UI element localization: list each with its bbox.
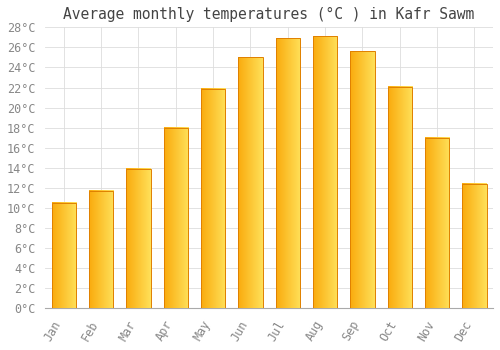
Bar: [126, 169, 150, 308]
Bar: [313, 36, 337, 308]
Bar: [425, 138, 449, 308]
Title: Average monthly temperatures (°C ) in Kafr Sawm: Average monthly temperatures (°C ) in Ka…: [64, 7, 474, 22]
Bar: [201, 89, 226, 308]
Bar: [164, 128, 188, 308]
Bar: [238, 57, 262, 308]
Bar: [276, 38, 300, 308]
Bar: [52, 203, 76, 308]
Bar: [462, 184, 486, 308]
Bar: [388, 86, 412, 308]
Bar: [350, 51, 374, 308]
Bar: [89, 191, 114, 308]
